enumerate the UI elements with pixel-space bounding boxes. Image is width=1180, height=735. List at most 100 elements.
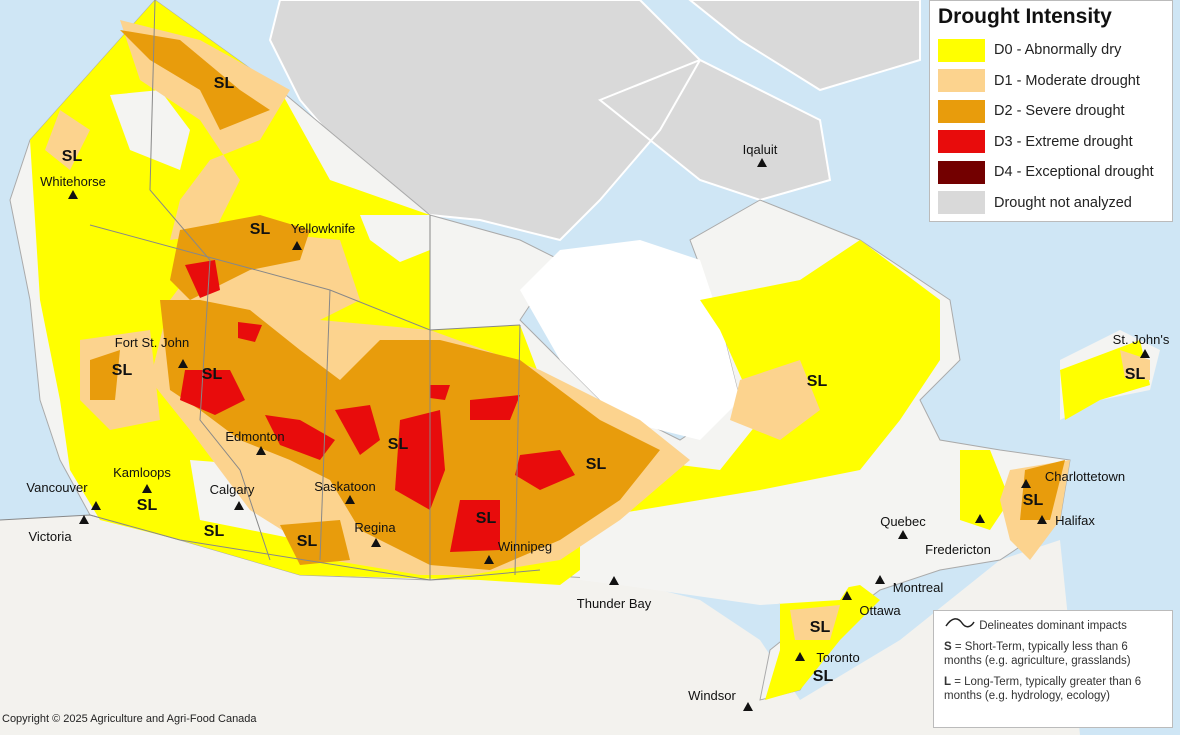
impact-type-label: SL [137,497,158,514]
city-marker: Fredericton [925,514,991,557]
city-label: Ottawa [859,603,901,618]
city-marker: Kamloops [113,465,171,493]
impact-type-label: SL [1023,492,1044,509]
impact-type-label: SL [388,436,409,453]
triangle-icon [875,575,885,584]
triangle-icon [842,591,852,600]
triangle-icon [256,446,266,455]
s-key: S [944,641,952,653]
legend-label: D2 - Severe drought [994,103,1125,120]
city-label: Kamloops [113,465,171,480]
city-label: Fredericton [925,542,991,557]
city-marker: Whitehorse [40,174,106,199]
city-label: Calgary [210,482,255,497]
city-label: Montreal [893,580,944,595]
legend-label: D3 - Extreme drought [994,133,1133,150]
borders [0,0,541,581]
triangle-icon [234,501,244,510]
city-marker: Fort St. John [115,335,189,368]
triangle-icon [757,158,767,167]
city-marker: Regina [354,520,396,547]
city-marker: Edmonton [225,429,285,455]
city-marker: Iqaluit [743,142,778,167]
city-marker: Vancouver [26,480,101,510]
impact-type-label: SL [204,523,225,540]
city-label: Fort St. John [115,335,189,350]
legend-swatch [938,99,985,123]
triangle-icon [292,241,302,250]
triangle-icon [68,190,78,199]
triangle-icon [371,538,381,547]
triangle-icon [898,530,908,539]
city-marker: Saskatoon [314,479,376,504]
triangle-icon [484,555,494,564]
impact-type-label: SL [62,148,83,165]
legend-label: Drought not analyzed [994,194,1132,211]
city-label: Whitehorse [40,174,106,189]
l-text: = Long-Term, typically greater than 6 mo… [944,676,1142,702]
city-marker: Charlottetown [1021,469,1125,488]
city-marker: Yellowknife [291,221,355,250]
impact-type-label: SL [586,456,607,473]
triangle-icon [1037,515,1047,524]
city-marker: Thunder Bay [577,576,652,611]
legend-swatch [938,191,985,215]
legend-swatch [938,160,985,184]
city-marker: Victoria [28,515,89,544]
l-key: L [944,676,952,688]
city-label: St. John's [1113,332,1170,347]
city-label: Windsor [688,688,736,703]
legend: Drought Intensity D0 - Abnormally dry D1 … [929,0,1173,222]
impact-type-label: SL [214,75,235,92]
impact-type-label: SL [810,619,831,636]
triangle-icon [79,515,89,524]
city-label: Edmonton [225,429,284,444]
city-marker: St. John's [1113,332,1170,358]
impact-type-label: SL [202,366,223,383]
triangle-icon [743,702,753,711]
impact-type-label: SL [297,533,318,550]
city-label: Regina [354,520,396,535]
city-marker: Toronto [795,650,860,665]
legend-swatch [938,38,985,62]
triangle-icon [1140,349,1150,358]
triangle-icon [975,514,985,523]
legend-swatch [938,130,985,154]
triangle-icon [142,484,152,493]
city-marker: Calgary [210,482,255,510]
hudson-bay [520,240,740,440]
copyright: Copyright © 2025 Agriculture and Agri-Fo… [2,713,257,725]
legend-item: D0 - Abnormally dry [938,35,1164,66]
triangle-icon [91,501,101,510]
city-label: Charlottetown [1045,469,1125,484]
city-label: Iqaluit [743,142,778,157]
wave-line-icon [945,618,975,628]
city-label: Toronto [816,650,859,665]
us-land [0,515,1080,735]
impact-type-label: SL [250,221,271,238]
legend-item: D3 - Extreme drought [938,127,1164,158]
impacts-text: Delineates dominant impacts [979,620,1127,632]
legend-label: D1 - Moderate drought [994,72,1140,89]
legend-swatch [938,69,985,93]
legend-item: D1 - Moderate drought [938,66,1164,97]
city-marker: Winnipeg [484,539,552,564]
city-label: Saskatoon [314,479,375,494]
impact-type-label: SL [476,510,497,527]
city-marker: Halifax [1037,513,1095,528]
city-label: Quebec [880,514,926,529]
legend-item: Drought not analyzed [938,188,1164,219]
triangle-icon [1021,479,1031,488]
triangle-icon [345,495,355,504]
city-marker: Montreal [875,575,943,595]
s-text: = Short-Term, typically less than 6 mont… [944,641,1131,667]
impact-type-label: SL [807,373,828,390]
legend-title: Drought Intensity [938,5,1112,28]
triangle-icon [795,652,805,661]
d3-areas [180,260,575,552]
legend-label: D0 - Abnormally dry [994,42,1122,59]
city-label: Halifax [1055,513,1095,528]
city-label: Winnipeg [498,539,552,554]
city-marker: Quebec [880,514,926,539]
impact-type-label: SL [1125,366,1146,383]
